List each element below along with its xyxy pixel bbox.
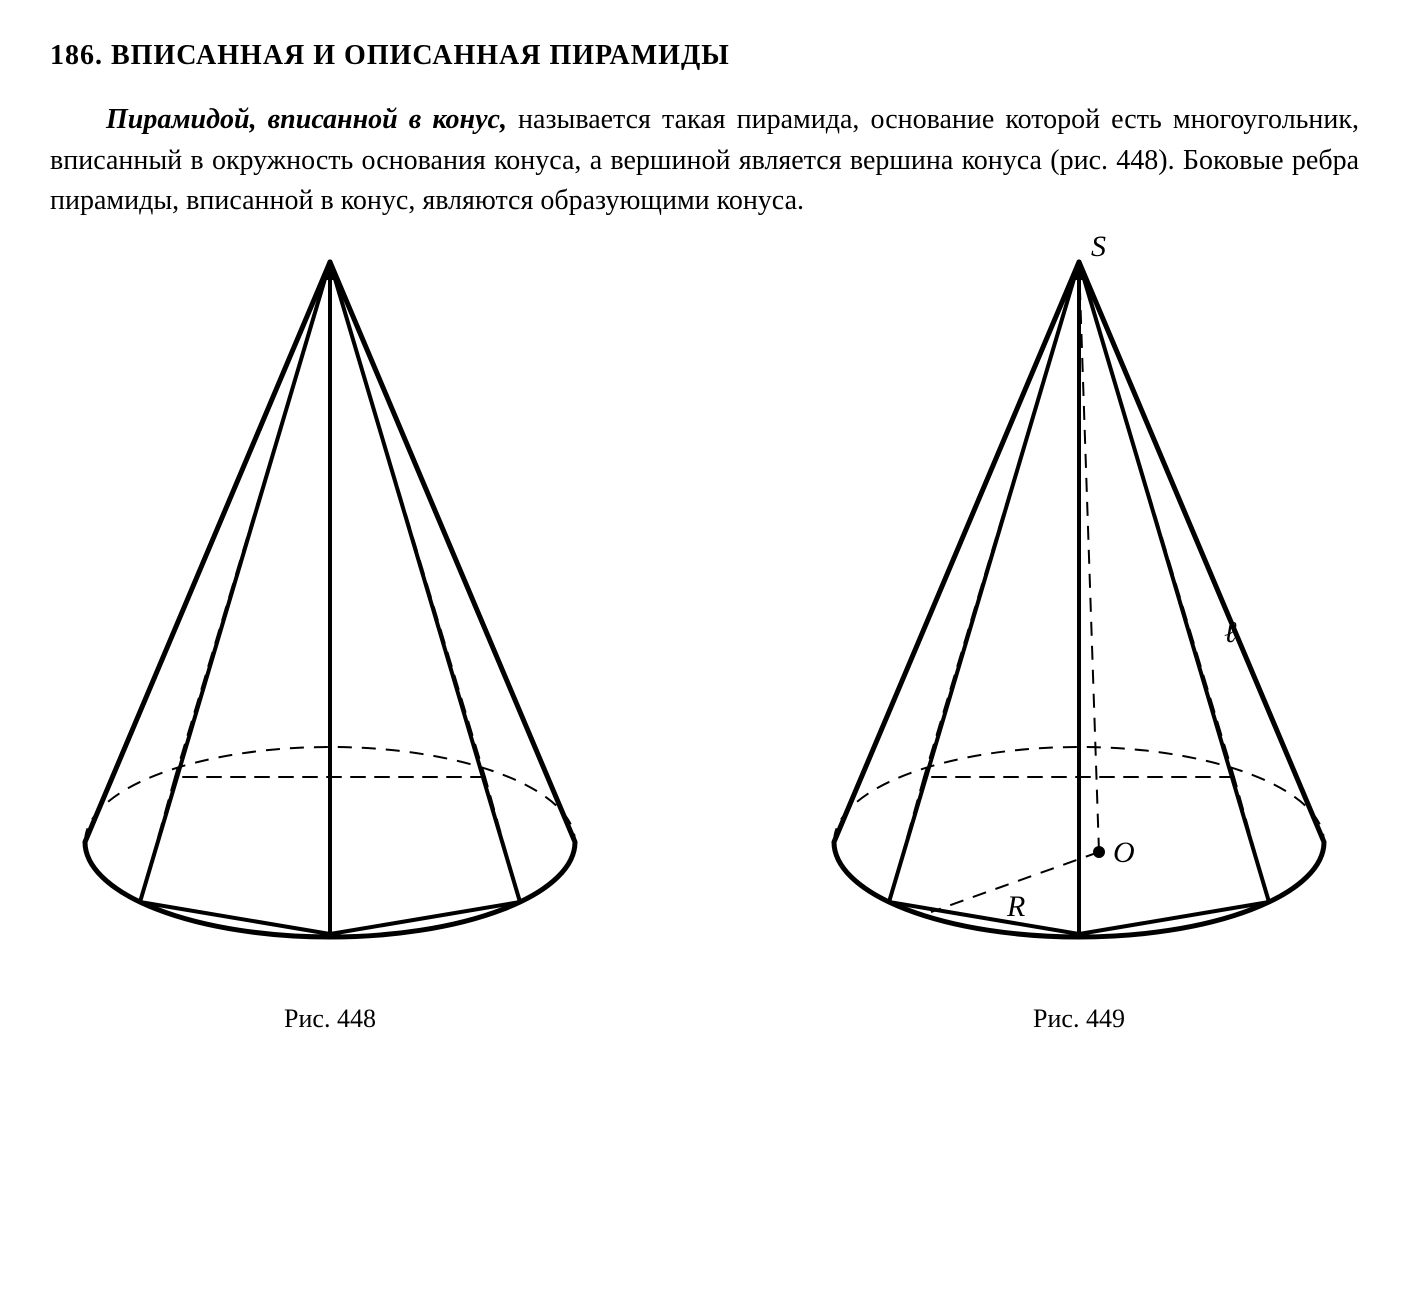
svg-text:ℓ: ℓ — [1224, 616, 1237, 649]
section-number: 186. — [50, 40, 103, 71]
defined-term: Пирамидой, вписанной в конус, — [106, 104, 507, 135]
section-heading: 186. ВПИСАННАЯ И ОПИСАННАЯ ПИРАМИДЫ — [50, 40, 1359, 72]
svg-text:O: O — [1113, 836, 1135, 869]
figure-449: S O Rℓ Рис. 449 — [799, 232, 1359, 1034]
heading-title: ВПИСАННАЯ И ОПИСАННАЯ ПИРАМИДЫ — [111, 40, 730, 71]
figure-448-svg — [50, 232, 610, 992]
svg-text:S: S — [1091, 232, 1106, 263]
figure-448: Рис. 448 — [50, 232, 610, 1034]
figure-448-caption: Рис. 448 — [284, 1004, 376, 1034]
figures-row: Рис. 448 S O Rℓ Рис. 449 — [50, 232, 1359, 1034]
definition-paragraph: Пирамидой, вписанной в конус, называется… — [50, 100, 1359, 222]
figure-449-caption: Рис. 449 — [1033, 1004, 1125, 1034]
figure-449-svg: S O Rℓ — [799, 232, 1359, 992]
svg-text:R: R — [1006, 890, 1025, 923]
